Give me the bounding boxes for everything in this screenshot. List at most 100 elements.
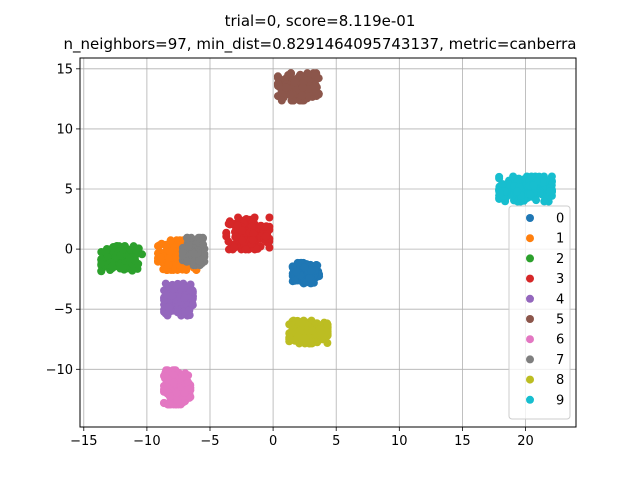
axis-ticks: −15 −10 −5 0 5 10 15 20 −10 −5 0 5 10 15 [46,62,534,449]
point-series-8 [323,320,332,329]
point-series-1 [159,265,168,274]
legend-marker-7 [526,355,534,364]
point-series-3 [261,232,270,241]
point-series-4 [169,285,178,294]
point-series-5 [298,91,307,100]
point-series-8 [323,331,332,340]
point-series-4 [179,283,188,292]
x-tick-label: 0 [269,434,277,449]
point-series-5 [286,90,295,99]
point-series-1 [156,253,165,262]
legend-label-8: 8 [556,373,564,388]
point-series-2 [128,266,137,275]
x-tick-label: 20 [517,434,534,449]
point-series-9 [538,178,547,187]
y-tick-label: 10 [56,122,73,137]
legend-label-7: 7 [556,353,564,368]
legend-marker-4 [526,294,534,303]
point-series-8 [300,334,309,343]
point-series-9 [495,189,504,198]
y-tick-label: −10 [46,363,73,378]
point-series-1 [178,265,187,274]
legend-label-1: 1 [556,232,564,247]
point-series-3 [247,222,256,231]
legend-box [508,205,571,420]
point-series-5 [314,90,323,99]
axes-frame [79,57,577,428]
point-series-1 [165,247,174,256]
grid [80,58,576,427]
point-series-4 [173,308,182,317]
legend-label-0: 0 [556,212,564,227]
point-series-3 [241,245,250,254]
legend-marker-6 [526,335,534,344]
point-series-3 [265,213,274,222]
x-tick-label: −15 [70,434,97,449]
chart-title-line-2: n_neighbors=97, min_dist=0.8291464095743… [63,35,577,53]
legend-marker-3 [526,274,534,283]
point-series-5 [282,83,291,92]
point-series-4 [162,290,171,299]
series-3-cluster [222,213,274,254]
point-series-2 [131,256,140,265]
point-series-2 [97,259,106,268]
x-tick-label: −10 [133,434,160,449]
point-series-9 [498,180,507,189]
point-series-2 [101,247,110,256]
point-series-5 [298,83,307,92]
point-series-4 [161,279,170,288]
point-series-6 [169,378,178,387]
point-series-3 [238,236,247,245]
legend-label-6: 6 [556,333,564,348]
point-series-5 [290,78,299,87]
point-series-5 [273,74,282,83]
point-series-7 [182,257,191,266]
point-series-9 [540,197,549,206]
legend-marker-5 [526,315,534,323]
point-series-6 [165,392,174,401]
legend-label-3: 3 [556,272,564,287]
series-6-cluster [159,366,195,409]
series-9-cluster [495,172,556,206]
point-series-1 [155,241,164,250]
series-7-cluster [178,233,209,270]
point-series-2 [138,250,147,259]
point-series-5 [314,74,323,83]
point-series-7 [190,249,199,258]
point-series-1 [161,240,170,249]
point-series-6 [169,371,178,380]
scatter-points [97,69,556,409]
x-tick-label: 5 [332,434,340,449]
point-series-0 [307,266,316,275]
point-series-5 [286,69,295,78]
point-series-0 [305,274,314,283]
series-2-cluster [97,242,147,276]
point-series-1 [166,236,175,245]
point-series-9 [546,187,555,196]
legend-label-2: 2 [556,252,564,267]
series-5-cluster [273,69,323,105]
point-series-3 [260,222,269,231]
point-series-6 [172,388,181,397]
point-series-9 [547,172,556,181]
point-series-3 [230,243,239,252]
point-series-9 [532,196,541,205]
point-series-4 [188,301,197,310]
x-tick-label: −5 [200,434,219,449]
point-series-6 [183,377,192,386]
legend-marker-0 [526,214,534,222]
y-tick-label: 15 [56,62,73,77]
legend-label-5: 5 [556,313,564,328]
point-series-6 [178,373,187,382]
x-tick-label: 15 [454,434,471,449]
point-series-2 [97,267,106,276]
series-4-cluster [160,279,197,320]
point-series-9 [529,181,538,190]
point-series-6 [180,388,189,397]
point-series-8 [298,319,307,328]
y-tick-label: 0 [65,243,73,258]
legend-marker-9 [526,395,534,404]
series-0-cluster [288,258,324,288]
y-tick-label: −5 [54,303,73,318]
point-series-9 [527,172,536,181]
